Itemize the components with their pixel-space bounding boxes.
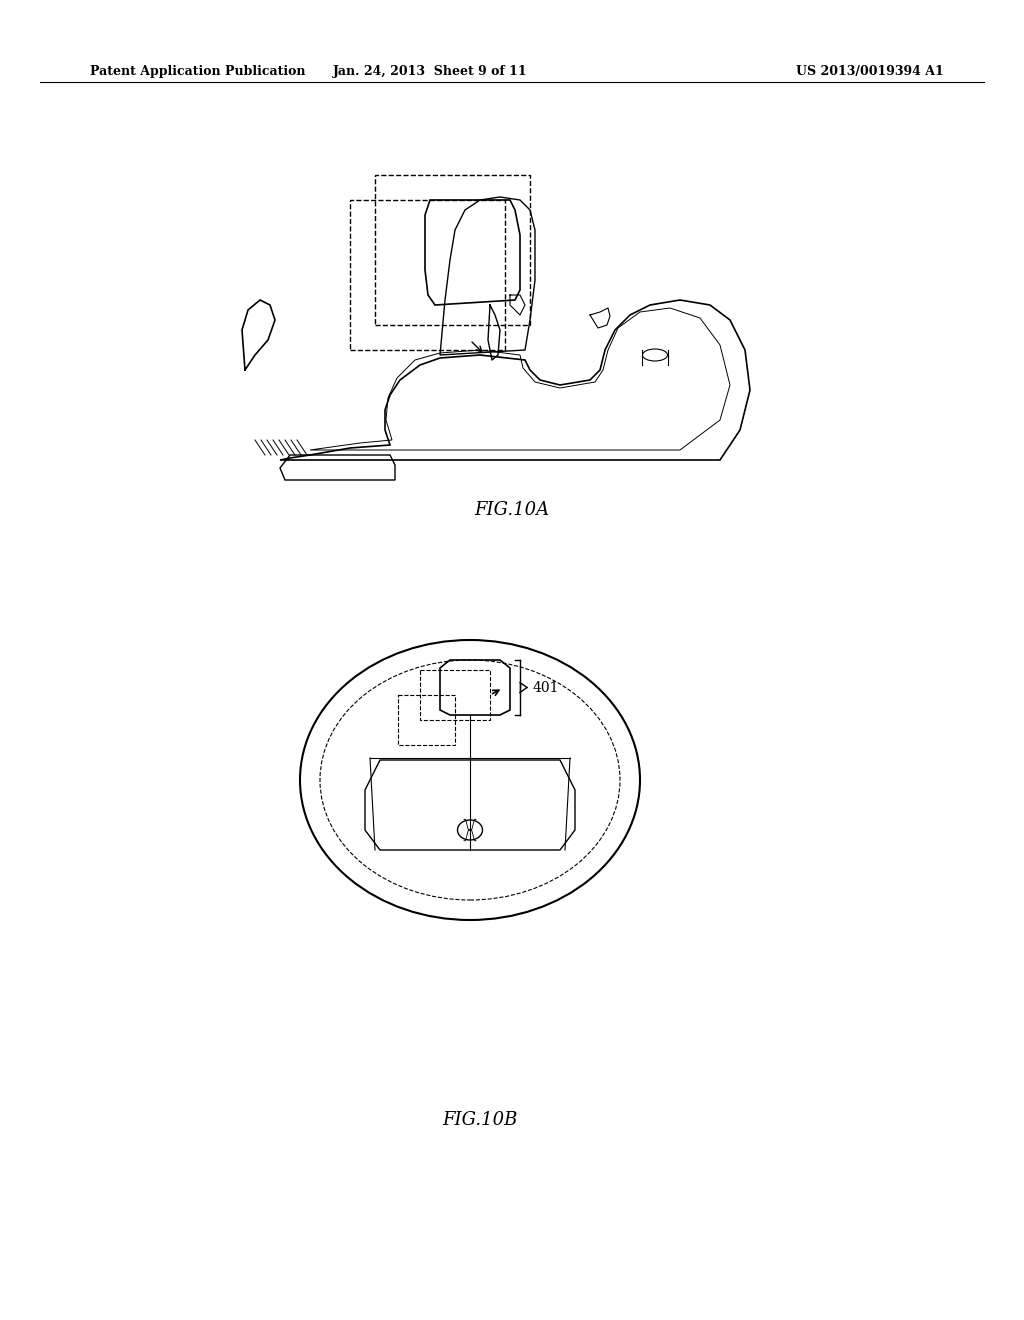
Text: Jan. 24, 2013  Sheet 9 of 11: Jan. 24, 2013 Sheet 9 of 11 <box>333 66 527 78</box>
Text: 401: 401 <box>534 681 559 694</box>
Text: Patent Application Publication: Patent Application Publication <box>90 66 305 78</box>
Text: FIG.10B: FIG.10B <box>442 1111 518 1129</box>
Text: US 2013/0019394 A1: US 2013/0019394 A1 <box>796 66 944 78</box>
Text: FIG.10A: FIG.10A <box>474 502 550 519</box>
